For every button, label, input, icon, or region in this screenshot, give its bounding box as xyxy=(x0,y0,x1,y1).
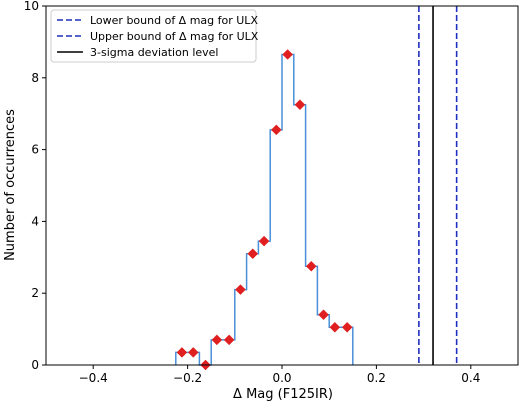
x-tick-label: 0.0 xyxy=(272,371,291,385)
y-tick-label: 4 xyxy=(31,214,39,228)
data-marker xyxy=(176,347,188,358)
y-tick-label: 10 xyxy=(24,0,39,13)
x-axis-label: Δ Mag (F125IR) xyxy=(233,387,333,402)
ticks: −0.4 −0.2 0.0 0.2 0.4 0 2 4 6 8 10 xyxy=(24,0,481,385)
data-marker xyxy=(235,284,246,295)
data-marker xyxy=(329,321,341,333)
legend-label-2: Upper bound of Δ mag for ULX xyxy=(90,30,259,43)
data-markers xyxy=(176,49,353,371)
data-marker xyxy=(187,347,199,358)
histogram-steps xyxy=(175,53,354,366)
data-marker xyxy=(211,334,223,346)
data-marker xyxy=(318,309,329,321)
data-marker xyxy=(305,260,317,272)
x-tick-label: −0.4 xyxy=(79,371,108,385)
data-marker xyxy=(247,248,259,260)
y-tick-label: 2 xyxy=(31,286,39,300)
data-marker xyxy=(282,49,294,60)
legend: Lower bound of Δ mag for ULX Upper bound … xyxy=(50,9,259,63)
data-marker xyxy=(223,334,235,346)
legend-label-3: 3-sigma deviation level xyxy=(90,46,218,59)
histogram-outline xyxy=(175,53,354,366)
y-axis-label: Number of occurrences xyxy=(3,109,18,261)
data-marker xyxy=(294,99,306,111)
reference-lines xyxy=(418,6,458,365)
legend-box xyxy=(50,9,257,63)
y-tick-label: 6 xyxy=(31,143,39,157)
x-tick-label: 0.4 xyxy=(461,371,480,385)
data-marker xyxy=(341,321,353,333)
y-tick-label: 8 xyxy=(31,71,39,85)
y-tick-label: 0 xyxy=(31,358,39,372)
data-marker xyxy=(258,235,270,247)
x-tick-label: 0.2 xyxy=(367,371,386,385)
x-tick-label: −0.2 xyxy=(173,371,202,385)
data-marker xyxy=(270,124,282,136)
legend-label-1: Lower bound of Δ mag for ULX xyxy=(90,14,258,27)
